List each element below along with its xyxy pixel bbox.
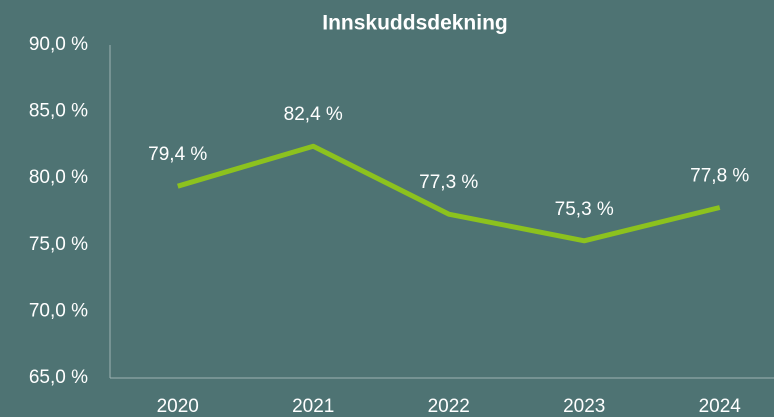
- x-tick-label: 2024: [699, 396, 742, 417]
- y-tick-label: 75,0 %: [29, 234, 88, 255]
- chart-title: Innskuddsdekning: [322, 12, 508, 35]
- x-tick-label: 2022: [428, 396, 470, 417]
- y-tick-label: 90,0 %: [29, 34, 88, 55]
- x-tick-label: 2020: [157, 396, 199, 417]
- data-label: 79,4 %: [148, 144, 207, 165]
- y-tick-label: 70,0 %: [29, 300, 88, 321]
- y-tick-label: 85,0 %: [29, 101, 88, 122]
- line: [177, 143, 721, 244]
- data-label: 75,3 %: [555, 199, 614, 220]
- data-label: 77,8 %: [690, 166, 749, 187]
- y-tick-label: 65,0 %: [29, 367, 88, 388]
- y-tick-label: 80,0 %: [29, 167, 88, 188]
- x-tick-label: 2023: [563, 396, 605, 417]
- data-label: 82,4 %: [284, 104, 343, 125]
- x-tick-label: 2021: [292, 396, 334, 417]
- data-label: 77,3 %: [419, 172, 478, 193]
